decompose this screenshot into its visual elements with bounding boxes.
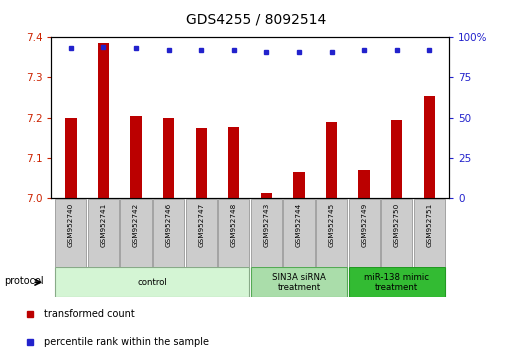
Bar bbox=[381, 199, 412, 267]
Text: GSM952742: GSM952742 bbox=[133, 203, 139, 247]
Text: control: control bbox=[137, 278, 167, 287]
Bar bbox=[413, 199, 445, 267]
Bar bbox=[316, 199, 347, 267]
Bar bbox=[121, 199, 152, 267]
Text: miR-138 mimic
treatment: miR-138 mimic treatment bbox=[364, 273, 429, 292]
Text: protocol: protocol bbox=[4, 275, 44, 286]
Bar bbox=[55, 267, 249, 297]
Text: GDS4255 / 8092514: GDS4255 / 8092514 bbox=[186, 12, 327, 27]
Bar bbox=[163, 118, 174, 198]
Text: GSM952749: GSM952749 bbox=[361, 203, 367, 247]
Bar bbox=[228, 127, 240, 198]
Bar bbox=[348, 199, 380, 267]
Bar bbox=[326, 122, 337, 198]
Bar bbox=[261, 193, 272, 198]
Text: GSM952745: GSM952745 bbox=[328, 203, 334, 247]
Bar bbox=[251, 199, 282, 267]
Bar bbox=[359, 170, 370, 198]
Bar bbox=[186, 199, 217, 267]
Bar bbox=[348, 267, 445, 297]
Bar bbox=[55, 199, 87, 267]
Bar bbox=[65, 118, 76, 198]
Bar bbox=[424, 96, 435, 198]
Bar bbox=[218, 199, 249, 267]
Text: GSM952743: GSM952743 bbox=[263, 203, 269, 247]
Bar bbox=[293, 172, 305, 198]
Text: percentile rank within the sample: percentile rank within the sample bbox=[45, 337, 209, 347]
Bar bbox=[98, 43, 109, 198]
Bar bbox=[195, 128, 207, 198]
Text: GSM952744: GSM952744 bbox=[296, 203, 302, 247]
Text: SIN3A siRNA
treatment: SIN3A siRNA treatment bbox=[272, 273, 326, 292]
Text: GSM952741: GSM952741 bbox=[101, 203, 106, 247]
Bar bbox=[251, 267, 347, 297]
Bar bbox=[130, 116, 142, 198]
Bar bbox=[391, 120, 402, 198]
Text: GSM952748: GSM952748 bbox=[231, 203, 237, 247]
Bar bbox=[153, 199, 184, 267]
Text: GSM952747: GSM952747 bbox=[198, 203, 204, 247]
Text: GSM952740: GSM952740 bbox=[68, 203, 74, 247]
Bar bbox=[283, 199, 314, 267]
Text: GSM952751: GSM952751 bbox=[426, 203, 432, 247]
Text: GSM952746: GSM952746 bbox=[166, 203, 172, 247]
Bar bbox=[88, 199, 119, 267]
Text: transformed count: transformed count bbox=[45, 309, 135, 319]
Text: GSM952750: GSM952750 bbox=[394, 203, 400, 247]
